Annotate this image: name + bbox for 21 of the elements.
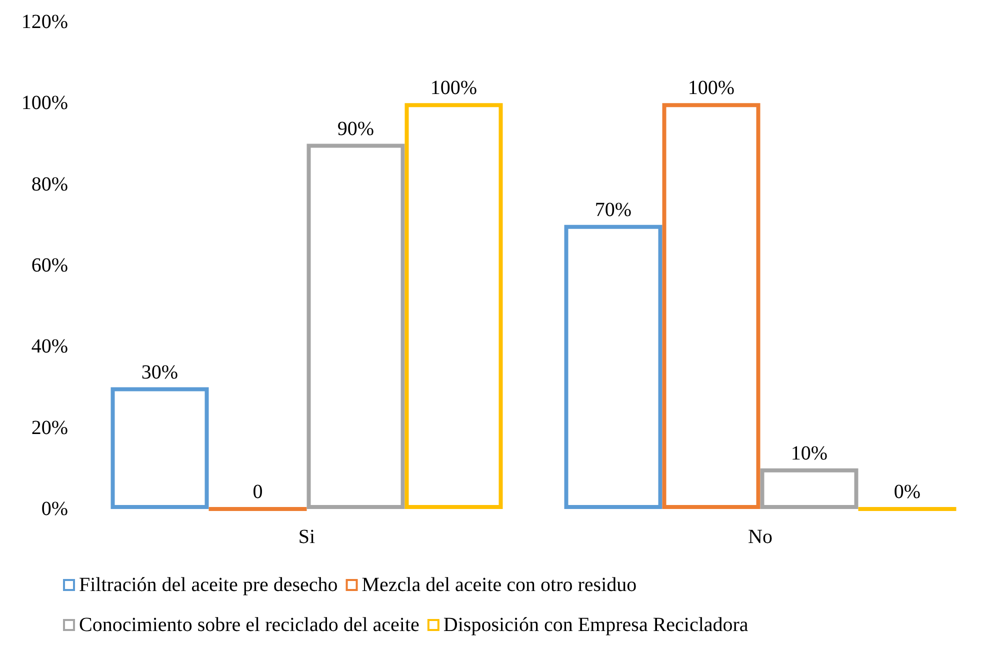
legend-label: Filtración del aceite pre desecho [79, 574, 338, 596]
y-tick-label: 20% [31, 416, 68, 439]
y-tick-label: 40% [31, 336, 68, 358]
data-label: 90% [337, 118, 374, 140]
y-tick-label: 80% [31, 173, 68, 196]
data-label: 0 [252, 481, 263, 503]
legend-label: Disposición con Empresa Recicladora [443, 614, 748, 636]
y-tick-label: 120% [21, 11, 68, 33]
legend-label: Conocimiento sobre el reciclado del aceite [79, 614, 420, 636]
y-tick-label: 0% [41, 498, 68, 520]
x-tick-label: Si [298, 526, 316, 548]
data-label: 70% [594, 198, 632, 221]
data-label: 100% [688, 77, 735, 100]
data-label: 100% [430, 77, 478, 100]
x-tick-label: No [748, 526, 772, 548]
legend-label: Mezcla del aceite con otro residuo [362, 574, 637, 596]
data-label: 0% [894, 481, 921, 503]
y-tick-label: 60% [31, 254, 68, 276]
data-label: 30% [141, 361, 178, 384]
data-label: 10% [790, 442, 828, 464]
y-tick-label: 100% [21, 92, 68, 114]
